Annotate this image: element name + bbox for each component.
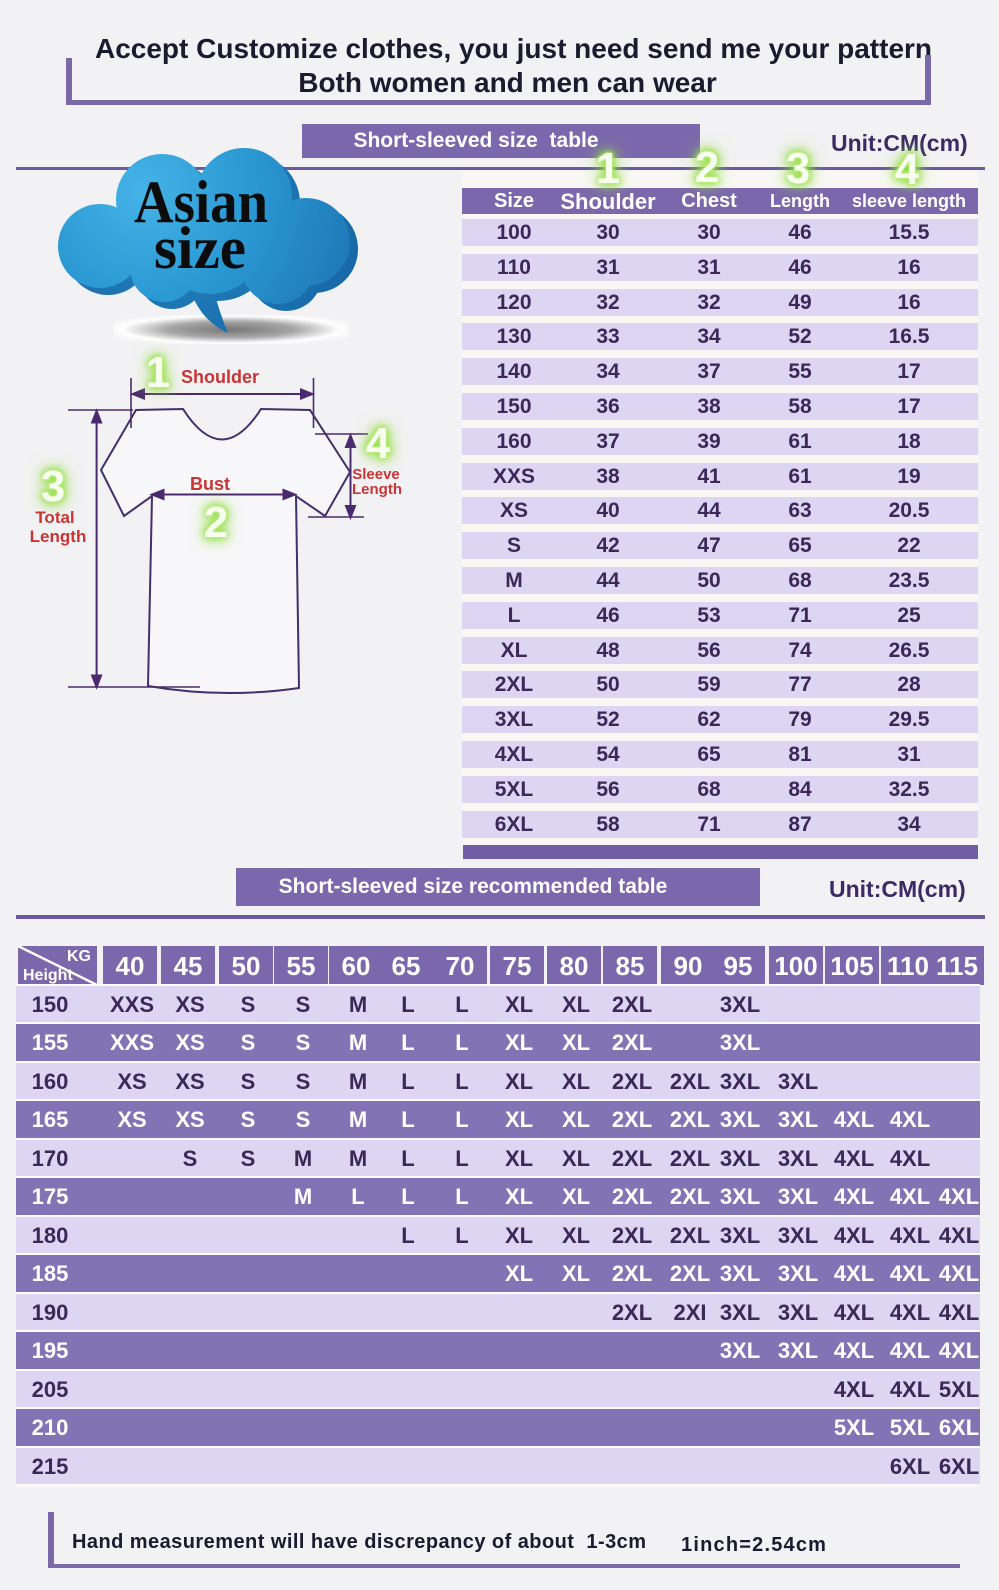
svg-text:Asian: Asian — [134, 169, 268, 235]
svg-text:size: size — [154, 215, 246, 281]
